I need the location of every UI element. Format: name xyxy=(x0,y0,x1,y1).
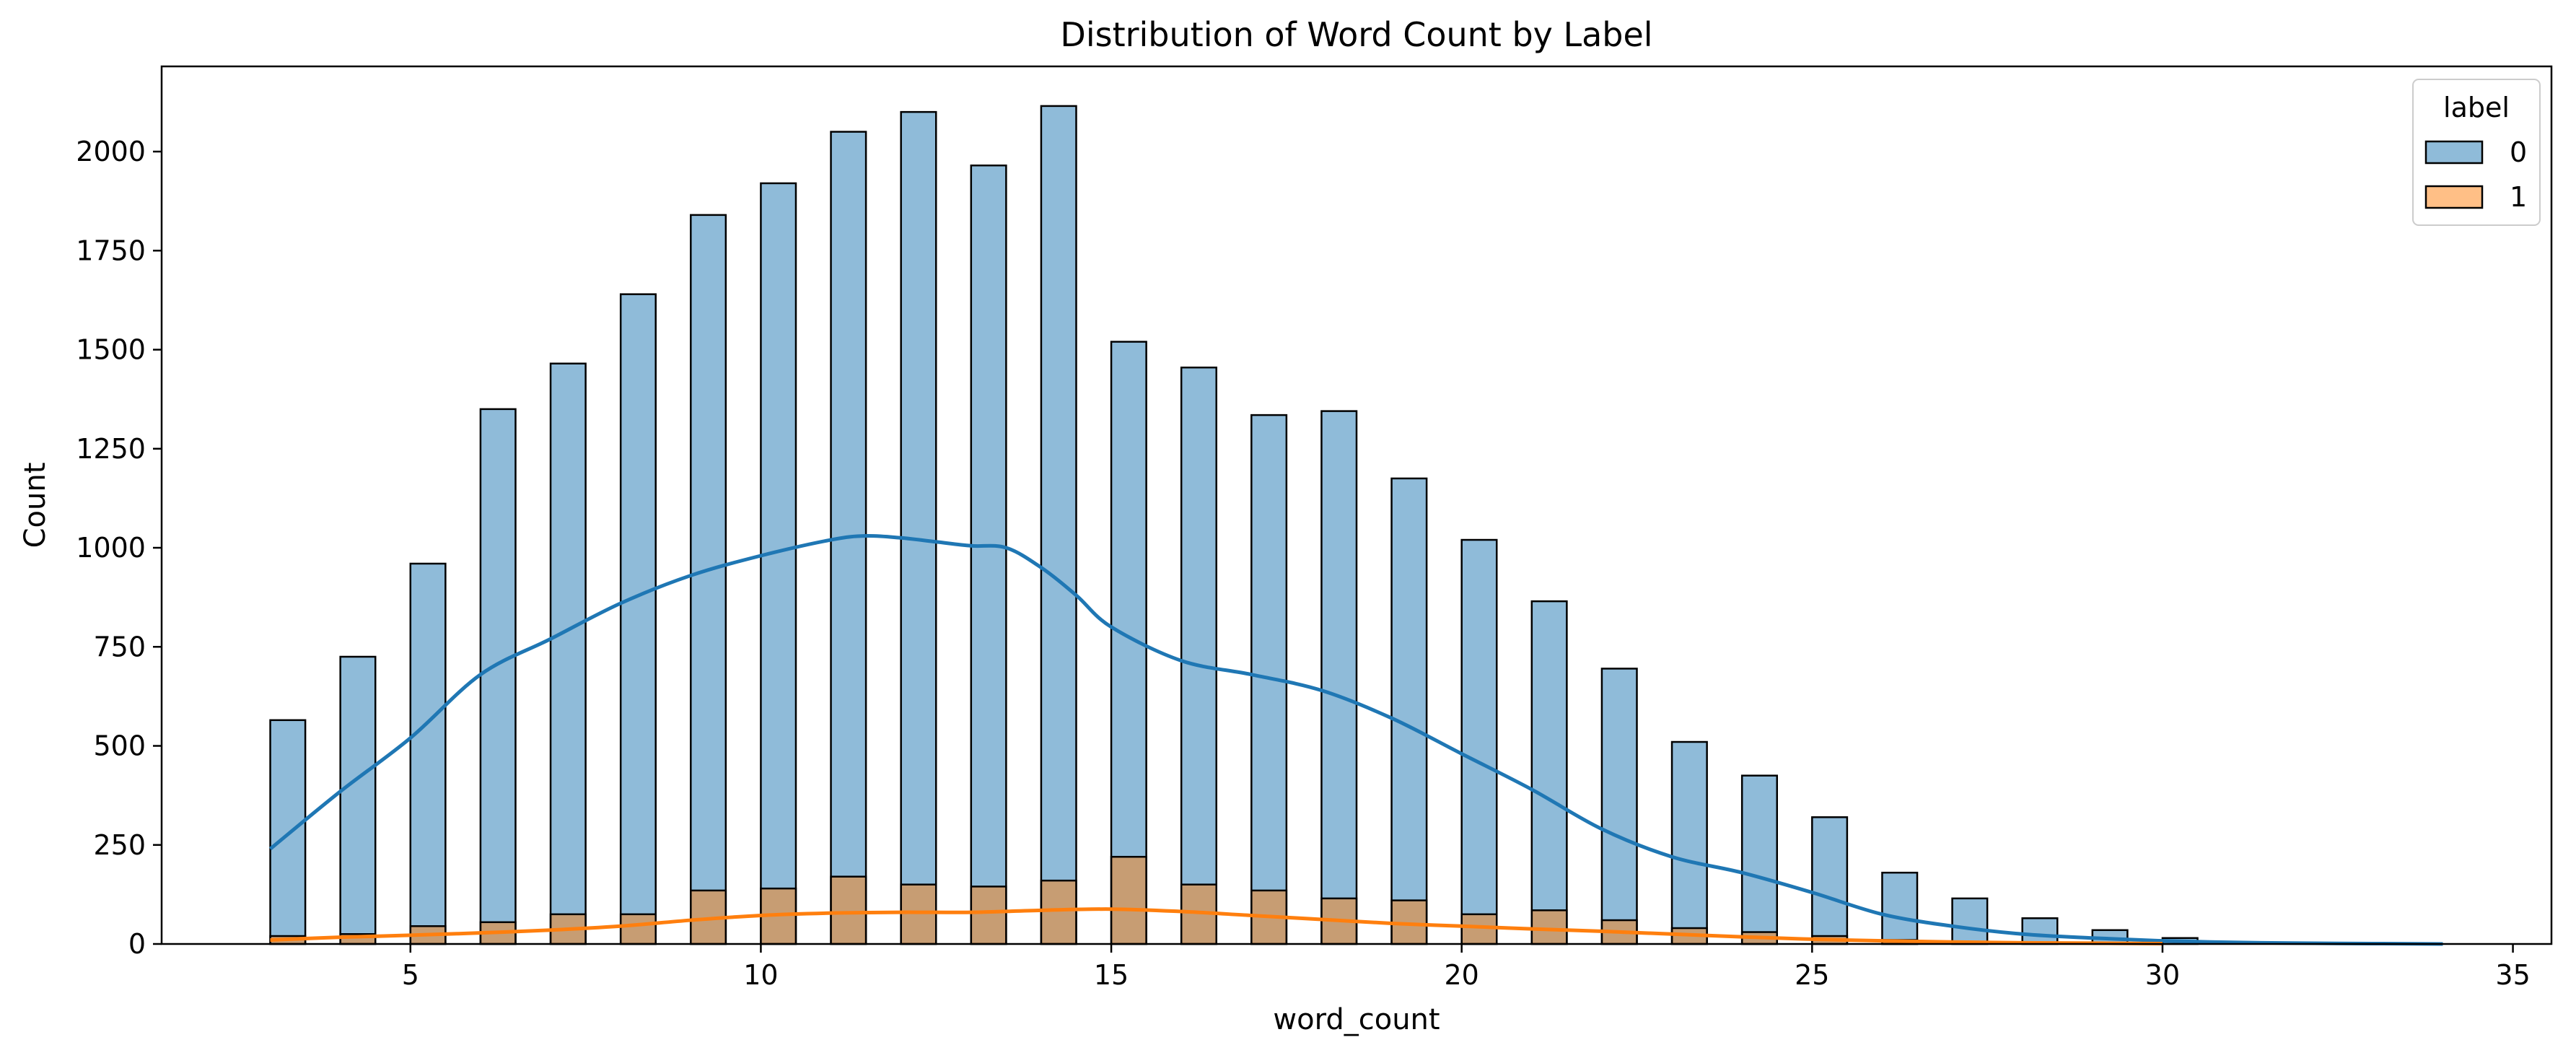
bar-label-1-bin-12 xyxy=(900,883,937,945)
y-tick-label: 750 xyxy=(93,631,146,663)
bar-label-0-bin-8 xyxy=(619,293,657,945)
bar-label-0-bin-24 xyxy=(1740,774,1778,945)
y-tick-label: 1500 xyxy=(76,334,146,366)
legend-title: label xyxy=(2443,92,2510,123)
bar-label-1-bin-13 xyxy=(970,886,1007,945)
bar-label-0-bin-9 xyxy=(690,214,727,945)
bar-label-0-bin-14 xyxy=(1040,105,1077,945)
bar-label-0-bin-22 xyxy=(1600,668,1638,945)
y-tick-label: 250 xyxy=(93,829,146,861)
bar-label-0-bin-4 xyxy=(339,655,377,945)
kde-layer xyxy=(268,533,2443,946)
plot-frame xyxy=(160,65,2553,945)
y-tick-label: 1250 xyxy=(76,433,146,465)
bar-label-0-bin-19 xyxy=(1390,477,1428,945)
bar-label-0-bin-26 xyxy=(1881,871,1919,945)
x-axis-label: word_count xyxy=(1273,1003,1440,1036)
bar-label-0-bin-10 xyxy=(760,182,797,945)
bar-label-0-bin-5 xyxy=(409,562,447,945)
x-tick-label: 5 xyxy=(402,959,419,991)
y-tick-label: 2000 xyxy=(76,136,146,167)
bar-label-0-bin-28 xyxy=(2021,917,2059,945)
legend: label 0 1 xyxy=(2412,79,2541,226)
bar-label-0-bin-13 xyxy=(970,165,1007,945)
y-tick-label: 1750 xyxy=(76,235,146,266)
y-tick-label: 1000 xyxy=(76,532,146,564)
x-tick-label: 10 xyxy=(743,959,778,991)
y-tick-label: 500 xyxy=(93,730,146,762)
bar-label-1-bin-14 xyxy=(1040,879,1077,945)
bar-label-0-bin-16 xyxy=(1180,366,1217,945)
kde-line-label-1 xyxy=(270,907,2163,945)
bar-label-0-bin-21 xyxy=(1530,600,1568,945)
bar-label-1-bin-21 xyxy=(1530,909,1568,945)
legend-swatch-0 xyxy=(2424,140,2484,165)
bar-label-0-bin-18 xyxy=(1320,410,1358,945)
bar-label-1-bin-8 xyxy=(619,913,657,945)
legend-swatch-1 xyxy=(2424,185,2484,209)
x-axis-ticks: 5 10 15 20 25 30 35 xyxy=(402,944,2531,991)
legend-label-0: 0 xyxy=(2510,136,2527,168)
x-tick-label: 15 xyxy=(1094,959,1129,991)
x-tick-label: 20 xyxy=(1445,959,1479,991)
bar-label-1-bin-15 xyxy=(1110,855,1147,945)
bar-label-0-bin-25 xyxy=(1811,816,1849,945)
bar-label-0-bin-12 xyxy=(900,110,937,945)
x-tick-label: 30 xyxy=(2145,959,2180,991)
kde-line-label-0 xyxy=(268,533,2443,946)
bar-label-0-bin-6 xyxy=(479,408,517,945)
bar-label-0-bin-20 xyxy=(1460,538,1498,945)
bar-label-0-bin-7 xyxy=(549,362,587,945)
chart-title: Distribution of Word Count by Label xyxy=(1060,15,1652,54)
bar-label-0-bin-27 xyxy=(1951,897,1989,945)
bar-label-0-bin-23 xyxy=(1670,740,1708,945)
legend-label-1: 1 xyxy=(2510,181,2527,213)
bars-layer xyxy=(269,105,2199,945)
y-tick-label: 0 xyxy=(128,928,146,960)
x-tick-label: 25 xyxy=(1795,959,1829,991)
x-tick-label: 35 xyxy=(2495,959,2530,991)
y-axis-ticks: 0 250 500 750 1000 1250 1500 1750 2000 xyxy=(76,136,162,960)
y-axis-label: Count xyxy=(19,463,52,548)
bar-label-1-bin-11 xyxy=(830,875,867,945)
